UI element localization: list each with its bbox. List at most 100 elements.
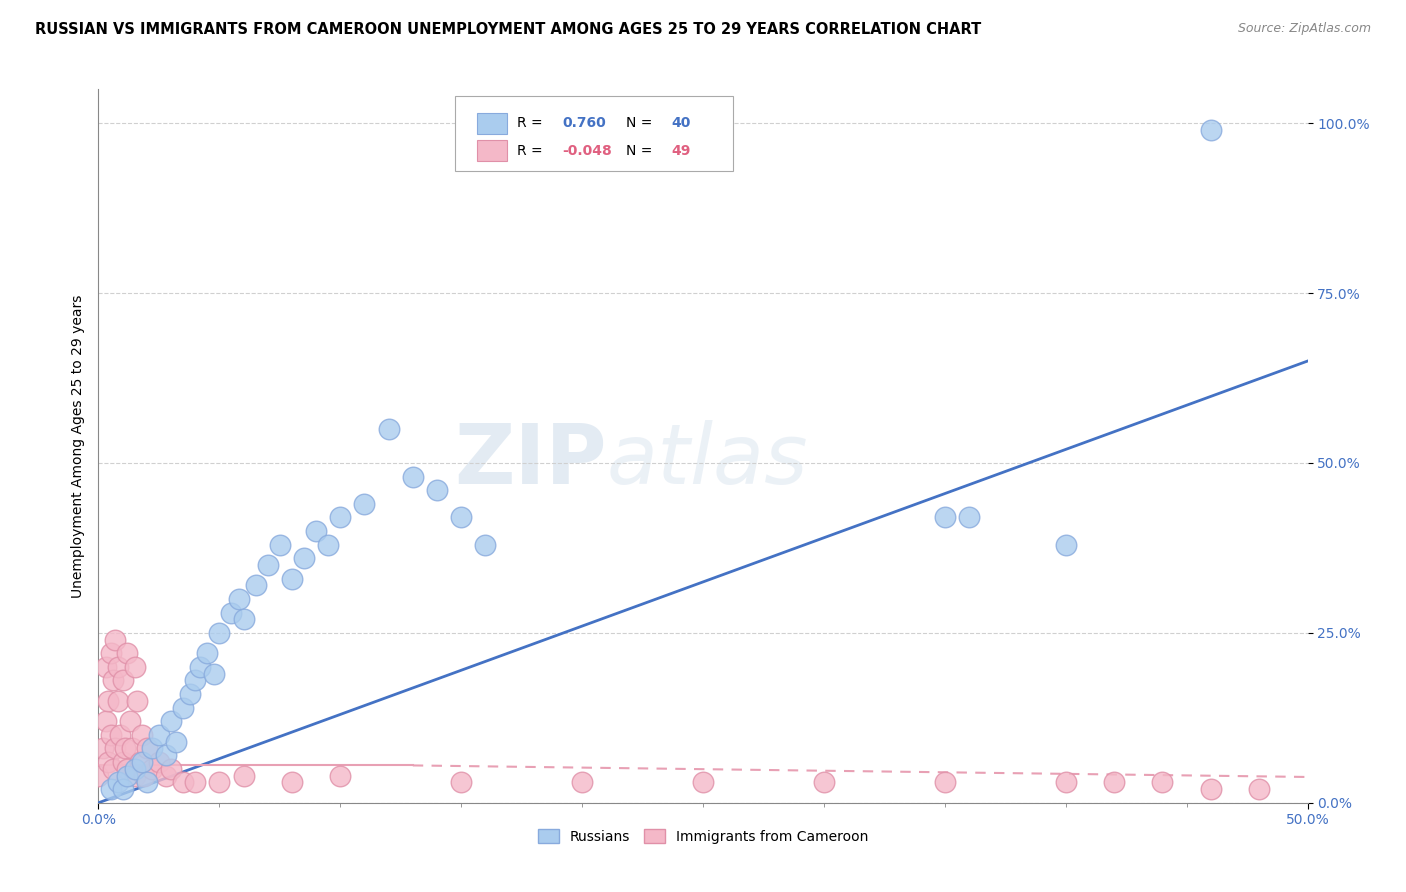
Point (269, 537, 291, 551)
Point (104, 741, 127, 756)
Point (221, 606, 243, 620)
Point (135, 775, 157, 789)
Point (118, 714, 141, 729)
Legend: Russians, Immigrants from Cameroon: Russians, Immigrants from Cameroon (533, 823, 873, 849)
Point (87, 769, 110, 783)
Point (934, 775, 956, 789)
Point (1199, 123, 1222, 137)
Bar (477, 112, 508, 134)
Point (127, 694, 149, 708)
Point (117, 646, 139, 660)
Text: N =: N = (626, 117, 652, 130)
Point (571, 775, 593, 789)
Point (124, 762, 146, 776)
Point (100, 782, 122, 797)
Text: 49: 49 (672, 144, 690, 158)
Point (204, 666, 226, 681)
Point (111, 755, 134, 769)
Point (316, 537, 339, 551)
Point (135, 741, 157, 756)
Point (160, 714, 183, 729)
Text: R =: R = (517, 117, 543, 130)
Point (104, 632, 127, 647)
Point (184, 673, 207, 688)
Point (1054, 537, 1077, 551)
Point (91, 741, 114, 756)
Point (208, 775, 231, 789)
Point (131, 755, 153, 769)
Point (692, 775, 714, 789)
Point (172, 775, 194, 789)
Point (232, 769, 254, 783)
Point (1152, 775, 1174, 789)
Point (107, 775, 129, 789)
Point (97, 755, 120, 769)
Point (141, 762, 163, 776)
Text: ZIP: ZIP (454, 420, 606, 500)
Point (101, 762, 124, 776)
Point (100, 646, 122, 660)
Point (134, 769, 156, 783)
Point (353, 497, 375, 511)
Point (1054, 775, 1077, 789)
Point (111, 673, 134, 688)
Point (329, 769, 352, 783)
Point (1199, 782, 1222, 797)
Text: RUSSIAN VS IMMIGRANTS FROM CAMEROON UNEMPLOYMENT AMONG AGES 25 TO 29 YEARS CORRE: RUSSIAN VS IMMIGRANTS FROM CAMEROON UNEM… (35, 22, 981, 37)
Text: Source: ZipAtlas.com: Source: ZipAtlas.com (1237, 22, 1371, 36)
Text: N =: N = (626, 144, 652, 158)
Y-axis label: Unemployment Among Ages 25 to 29 years: Unemployment Among Ages 25 to 29 years (70, 294, 84, 598)
Point (155, 769, 177, 783)
Point (281, 572, 304, 586)
Point (256, 558, 278, 572)
Point (117, 769, 139, 783)
Text: 40: 40 (672, 117, 690, 130)
Point (111, 782, 134, 797)
Text: R =: R = (517, 144, 543, 158)
Point (97, 694, 120, 708)
Point (100, 728, 122, 742)
Point (148, 755, 170, 769)
Point (474, 537, 496, 551)
Point (141, 741, 163, 756)
Point (402, 469, 425, 483)
Point (179, 687, 201, 701)
Point (292, 551, 315, 566)
Point (108, 728, 131, 742)
Point (1249, 782, 1271, 797)
Point (94, 714, 117, 729)
Point (245, 578, 267, 592)
Point (184, 775, 207, 789)
Point (101, 673, 124, 688)
Bar (477, 140, 508, 161)
Point (160, 762, 183, 776)
Point (124, 769, 146, 783)
Point (450, 775, 472, 789)
Point (208, 626, 231, 640)
Point (957, 510, 980, 524)
Point (117, 762, 139, 776)
Point (148, 728, 170, 742)
Point (934, 510, 956, 524)
Point (329, 510, 352, 524)
Point (94, 660, 117, 674)
Text: -0.048: -0.048 (562, 144, 613, 158)
Point (114, 741, 136, 756)
Point (107, 660, 129, 674)
Point (188, 660, 211, 674)
Text: atlas: atlas (606, 420, 808, 500)
Point (305, 524, 328, 538)
FancyBboxPatch shape (456, 96, 734, 171)
Point (228, 591, 250, 606)
Point (813, 775, 835, 789)
Point (165, 734, 187, 748)
Point (124, 660, 146, 674)
Point (195, 646, 218, 660)
Point (172, 700, 194, 714)
Point (377, 422, 399, 436)
Point (281, 775, 304, 789)
Point (121, 741, 143, 756)
Point (450, 510, 472, 524)
Point (107, 694, 129, 708)
Point (426, 483, 449, 498)
